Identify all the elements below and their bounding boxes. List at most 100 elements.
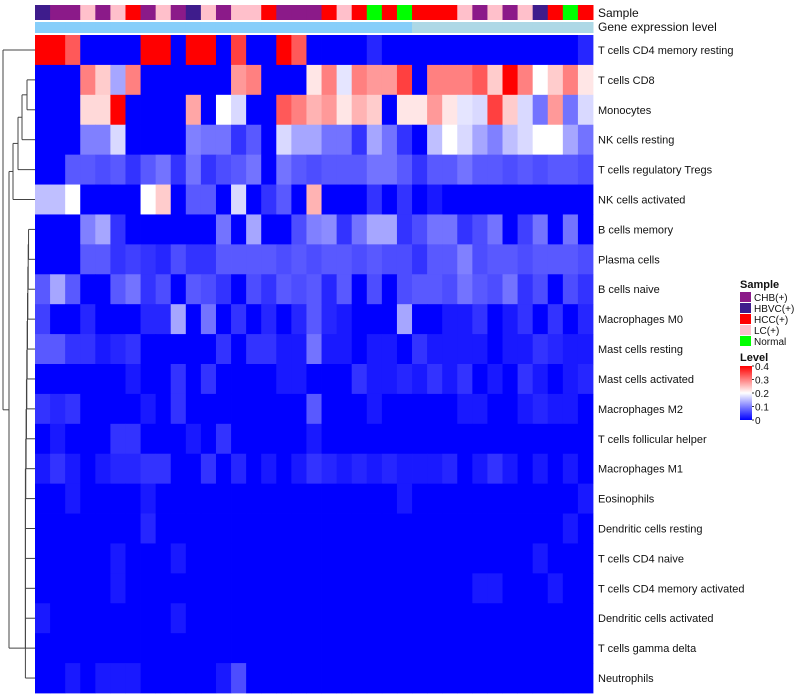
heatmap-cell: [396, 64, 413, 96]
heatmap-cell: [80, 274, 96, 305]
sample-annotation-cell: [95, 5, 111, 20]
sample-annotation-cell: [306, 5, 323, 20]
heatmap-cell: [562, 663, 579, 694]
heatmap-cell: [65, 453, 81, 485]
heatmap-cell: [50, 244, 66, 275]
heatmap-cell: [231, 364, 247, 395]
heatmap-cell: [412, 124, 428, 156]
heatmap-cell: [547, 543, 564, 574]
heatmap-cell: [110, 124, 126, 156]
heatmap-cell: [442, 124, 458, 156]
heatmap-cell: [412, 573, 428, 604]
heatmap-cell: [35, 423, 51, 455]
heatmap-cell: [35, 334, 51, 365]
heatmap-cell: [185, 244, 202, 275]
row-label: Monocytes: [598, 105, 652, 117]
heatmap-cell: [562, 453, 579, 485]
expression-annotation-cell: [472, 22, 488, 33]
heatmap-cell: [336, 184, 353, 215]
heatmap-cell: [246, 35, 262, 66]
heatmap-cell: [412, 603, 428, 634]
heatmap-cell: [261, 124, 277, 156]
heatmap-cell: [487, 483, 503, 514]
heatmap-cell: [140, 573, 157, 604]
heatmap-cell: [472, 483, 488, 514]
legend-swatch: [740, 292, 751, 302]
heatmap-cell: [427, 393, 443, 425]
heatmap-cell: [336, 35, 353, 66]
heatmap-cell: [366, 543, 383, 574]
heatmap-cell: [65, 543, 81, 574]
heatmap-cell: [351, 124, 368, 156]
heatmap-cell: [517, 304, 534, 335]
heatmap-cell: [547, 334, 564, 365]
heatmap-cell: [110, 35, 126, 66]
heatmap-cell: [412, 94, 428, 126]
sample-annotation-cell: [351, 5, 368, 20]
heatmap-cell: [472, 184, 488, 215]
heatmap-cell: [110, 483, 126, 514]
sample-annotation-cell: [442, 5, 458, 20]
heatmap-cell: [246, 184, 262, 215]
heatmap-cell: [291, 573, 307, 604]
heatmap-cell: [412, 393, 428, 425]
heatmap-cell: [35, 603, 51, 634]
heatmap-cell: [276, 633, 292, 664]
expression-annotation-cell: [321, 22, 338, 33]
heatmap-cell: [547, 364, 564, 395]
expression-annotation-cell: [185, 22, 202, 33]
heatmap-cell: [80, 244, 96, 275]
heatmap-cell: [321, 483, 338, 514]
heatmap-cell: [547, 244, 564, 275]
heatmap-cell: [457, 633, 473, 664]
sample-annotation-cell: [50, 5, 66, 20]
heatmap-cell: [155, 423, 172, 455]
row-label: B cells memory: [598, 224, 674, 236]
heatmap-cell: [276, 64, 292, 96]
heatmap-cell: [487, 274, 503, 305]
heatmap-cell: [125, 423, 141, 455]
heatmap-cell: [155, 603, 172, 634]
heatmap-cell: [35, 364, 51, 395]
heatmap-cell: [412, 214, 428, 245]
sample-annotation-cell: [215, 5, 232, 20]
heatmap-cell: [291, 393, 307, 425]
heatmap-cell: [562, 633, 579, 664]
heatmap-cell: [155, 274, 172, 305]
heatmap-cell: [276, 364, 292, 395]
heatmap-cell: [95, 393, 111, 425]
heatmap-cell: [321, 94, 338, 126]
heatmap-cell: [140, 633, 157, 664]
heatmap-cell: [276, 154, 292, 185]
heatmap-cell: [185, 214, 202, 245]
heatmap-cell: [155, 364, 172, 395]
heatmap-cell: [185, 423, 202, 455]
heatmap-cell: [457, 513, 473, 544]
heatmap-cell: [80, 483, 96, 514]
heatmap-cell: [547, 573, 564, 604]
heatmap-cell: [215, 304, 232, 335]
heatmap-cell: [336, 393, 353, 425]
heatmap-cell: [231, 573, 247, 604]
heatmap-cell: [562, 154, 579, 185]
heatmap-cell: [246, 633, 262, 664]
row-label: Macrophages M2: [598, 404, 683, 416]
heatmap-cell: [396, 423, 413, 455]
row-label: Mast cells resting: [598, 344, 683, 356]
heatmap-cell: [577, 35, 594, 66]
heatmap-cell: [472, 274, 488, 305]
heatmap-cell: [110, 94, 126, 126]
heatmap-cell: [291, 184, 307, 215]
expression-annotation-cell: [396, 22, 413, 33]
heatmap-cell: [35, 94, 51, 126]
expression-annotation-cell: [276, 22, 292, 33]
heatmap-cell: [306, 304, 322, 335]
heatmap-cell: [261, 663, 277, 694]
track-label-expression: Gene expression level: [598, 20, 717, 34]
heatmap-cell: [457, 214, 473, 245]
heatmap-cell: [517, 154, 534, 185]
heatmap-cell: [140, 663, 157, 694]
heatmap-cell: [412, 543, 428, 574]
heatmap-cell: [50, 94, 66, 126]
heatmap-cell: [35, 663, 51, 694]
